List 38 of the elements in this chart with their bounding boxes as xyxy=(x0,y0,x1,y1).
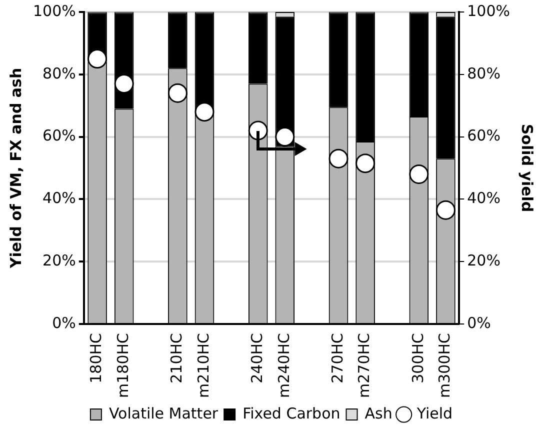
y-tick-label: 0% xyxy=(52,314,76,332)
y-tick-label: 40% xyxy=(42,189,76,208)
point xyxy=(356,154,376,174)
y-tick-label: 20% xyxy=(42,251,76,270)
point xyxy=(194,102,214,122)
x-tick-label: m270HC xyxy=(355,333,374,398)
y2-tick-label: 80% xyxy=(467,64,500,82)
point xyxy=(114,74,134,94)
y2-tick-label: 60% xyxy=(467,126,500,145)
legend-label: Fixed Carbon xyxy=(242,404,340,422)
x-tick-label: 300HC xyxy=(408,333,427,384)
legend-label: Ash xyxy=(364,404,392,422)
y2-tick-label: 40% xyxy=(467,189,500,208)
y2-tick-label: 100% xyxy=(467,2,510,20)
point xyxy=(168,83,188,103)
y2-tick-label: 0% xyxy=(467,314,491,332)
legend-label: Volatile Matter xyxy=(108,404,219,422)
x-tick-label: m240HC xyxy=(274,333,293,398)
x-tick-label: 210HC xyxy=(168,333,186,384)
point xyxy=(328,148,348,168)
point xyxy=(275,127,295,147)
x-tick-label: 240HC xyxy=(248,333,266,384)
y-tick-label: 80% xyxy=(42,64,76,82)
legend-label: Yield xyxy=(416,404,453,422)
y2-axis-title: Solid yield xyxy=(518,124,536,212)
x-tick-label: m300HC xyxy=(436,333,454,398)
point xyxy=(88,49,108,69)
y2-tick-label: 20% xyxy=(467,251,500,270)
point xyxy=(248,120,268,140)
point xyxy=(409,164,429,184)
y-tick-label: 100% xyxy=(32,2,76,20)
x-tick-label: m210HC xyxy=(194,333,212,398)
x-tick-label: 270HC xyxy=(328,333,346,384)
y-tick-label: 60% xyxy=(42,126,76,145)
x-tick-label: m180HC xyxy=(114,333,132,398)
y-axis-title: Yield of VM, FX and ash xyxy=(6,68,25,270)
x-tick-label: 180HC xyxy=(87,333,106,384)
point xyxy=(436,200,456,220)
